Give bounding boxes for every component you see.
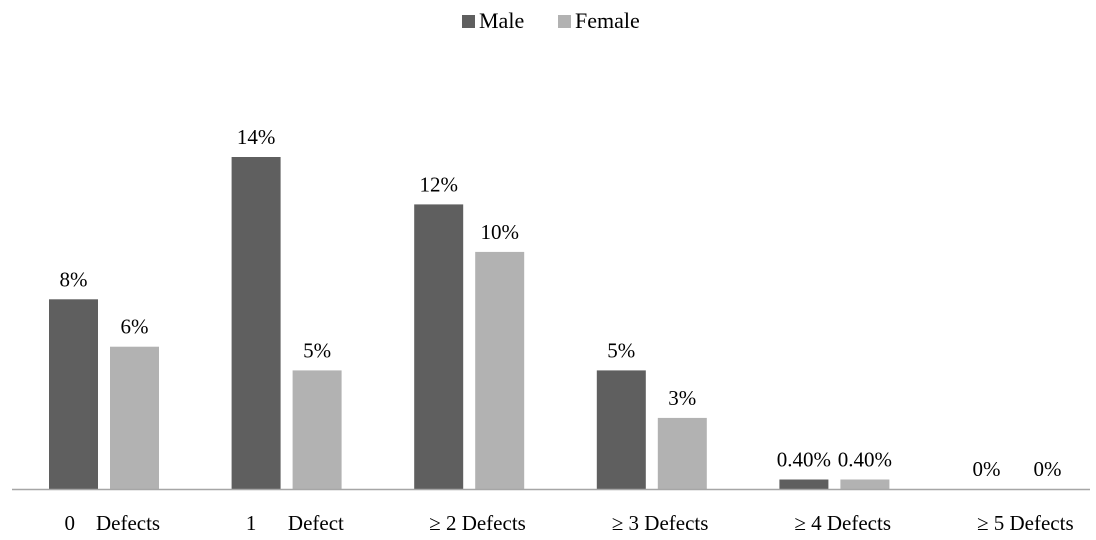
bar-female-1	[292, 370, 342, 489]
bar-female-2	[475, 251, 525, 489]
bar-female-4	[840, 479, 890, 489]
bar-female-0	[110, 346, 159, 489]
data-labels: 8% 6% 14% 5% 12% 10% 5% 3% 0.40% 0.40% 0% 0%	[60, 125, 1062, 481]
data-label-male-1: 14%	[237, 125, 276, 149]
data-label-male-4: 0.40%	[777, 448, 831, 472]
data-label-male-2: 12%	[419, 172, 458, 196]
data-label-female-1: 5%	[303, 338, 331, 362]
data-label-female-0: 6%	[121, 315, 149, 339]
x-tick-label-4: ≥ 4 Defects	[794, 511, 891, 535]
bar-male-4	[779, 479, 829, 489]
legend-swatch-male	[462, 15, 475, 28]
data-label-female-4: 0.40%	[838, 448, 892, 472]
bars	[49, 157, 890, 489]
x-axis-tick-labels: 0 Defects 1 Defect ≥ 2 Defects ≥ 3 Defects ≥…	[64, 511, 1073, 535]
legend-label-female: Female	[575, 8, 640, 33]
data-label-female-2: 10%	[480, 220, 519, 244]
data-label-male-5: 0%	[973, 457, 1001, 481]
x-tick-label-2: ≥ 2 Defects	[429, 511, 526, 535]
legend-label-male: Male	[479, 8, 524, 33]
bar-female-3	[657, 417, 707, 489]
x-tick-label-5: ≥ 5 Defects	[977, 511, 1074, 535]
legend: Male Female	[462, 8, 640, 33]
x-tick-label-0: 0 Defects	[64, 511, 160, 535]
bar-male-3	[596, 370, 646, 489]
data-label-male-0: 8%	[60, 267, 88, 291]
bar-male-0	[49, 299, 98, 489]
data-label-male-3: 5%	[607, 338, 635, 362]
x-tick-label-1: 1 Defect	[246, 511, 344, 535]
bar-male-1	[231, 157, 281, 489]
legend-swatch-female	[558, 15, 571, 28]
x-tick-label-3: ≥ 3 Defects	[612, 511, 709, 535]
bar-male-2	[414, 204, 464, 489]
data-label-female-3: 3%	[668, 386, 696, 410]
data-label-female-5: 0%	[1034, 457, 1062, 481]
